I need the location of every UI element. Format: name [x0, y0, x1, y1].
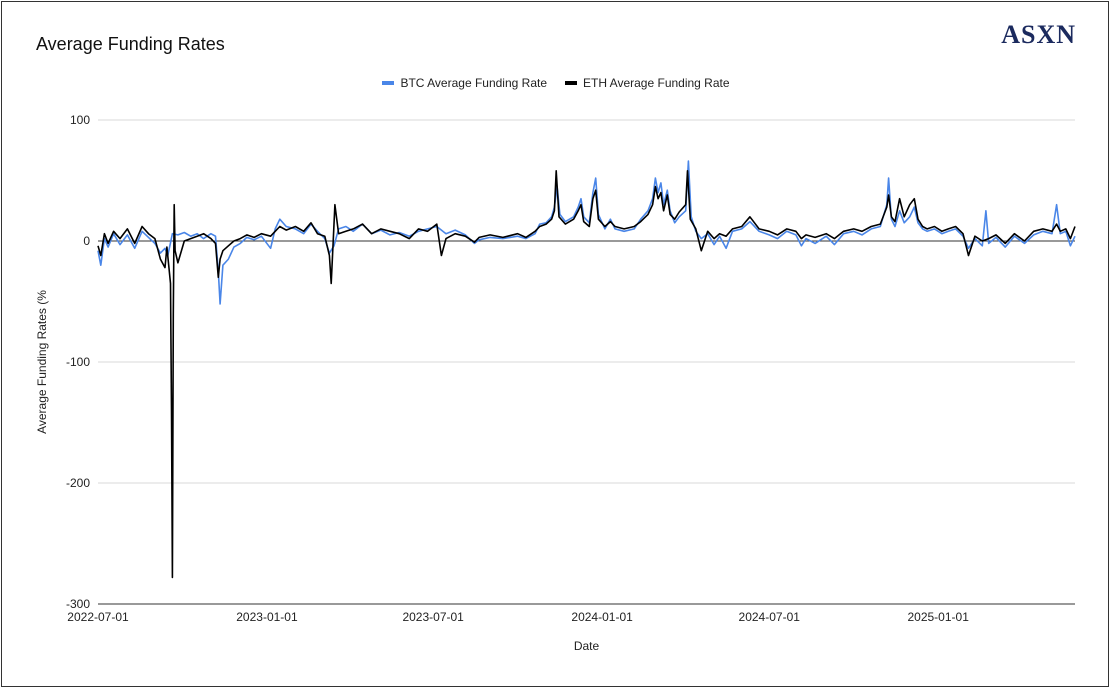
legend-item-eth[interactable]: ETH Average Funding Rate	[565, 76, 730, 90]
legend-label-btc: BTC Average Funding Rate	[400, 76, 547, 90]
legend-label-eth: ETH Average Funding Rate	[583, 76, 730, 90]
brand-logo: ASXN	[1001, 20, 1076, 49]
legend-swatch-btc	[382, 81, 395, 85]
series-line-btc	[97, 160, 1076, 305]
y-tick-label: 0	[83, 234, 90, 248]
x-axis-title: Date	[574, 639, 600, 653]
gridlines	[98, 119, 1075, 605]
x-tick-label: 2023-07-01	[402, 610, 464, 624]
series-lines	[97, 160, 1076, 579]
y-tick-label: 100	[70, 113, 90, 127]
x-tick-label: 2023-01-01	[236, 610, 298, 624]
x-tick-label: 2022-07-01	[67, 610, 129, 624]
legend-item-btc[interactable]: BTC Average Funding Rate	[382, 76, 547, 90]
y-tick-label: -300	[66, 597, 90, 611]
chart-legend: BTC Average Funding Rate ETH Average Fun…	[0, 76, 1112, 90]
legend-swatch-eth	[565, 81, 577, 85]
x-tick-label: 2024-01-01	[571, 610, 633, 624]
x-tick-label: 2025-01-01	[907, 610, 969, 624]
y-tick-label: -100	[66, 355, 90, 369]
y-axis-ticks: 100 0 -100 -200 -300	[66, 113, 90, 611]
x-axis-ticks: 2022-07-01 2023-01-01 2023-07-01 2024-01-01…	[67, 610, 969, 624]
x-tick-label: 2024-07-01	[739, 610, 801, 624]
y-axis-title: Average Funding Rates (%	[35, 290, 49, 434]
series-line-eth	[97, 170, 1076, 579]
y-tick-label: -200	[66, 476, 90, 490]
chart-title: Average Funding Rates	[36, 34, 225, 54]
